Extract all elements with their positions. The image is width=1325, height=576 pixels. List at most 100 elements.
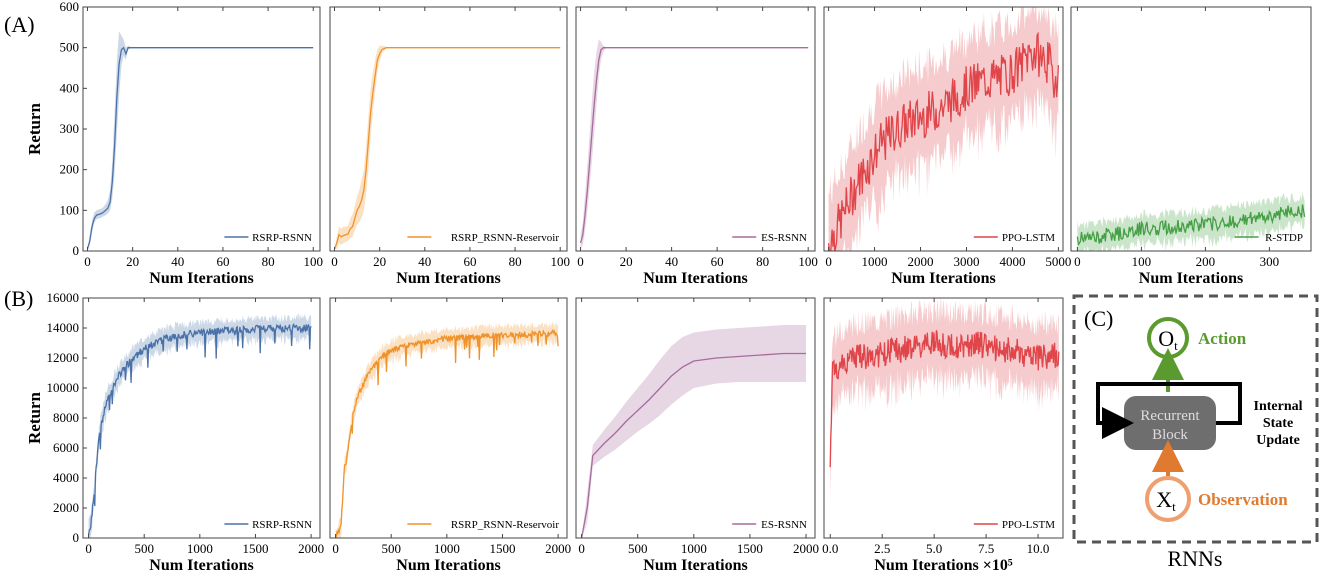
panel-label-b: (B) xyxy=(4,286,33,311)
y-tick-label-b1: 4000 xyxy=(53,470,79,485)
x-axis-label-b2: Num Iterations xyxy=(396,557,500,574)
x-tick-label-b2: 500 xyxy=(381,541,401,556)
chart-b4: 0.0 2.5 5.0 7.5 10.0 Num Iterations ×10⁵ PPO-L… xyxy=(822,297,1064,574)
x-tick-label-a5: 300 xyxy=(1260,254,1280,269)
axes-frame-b3 xyxy=(575,297,816,539)
series-band-b1 xyxy=(88,313,312,538)
x-tick-label-b4: 2.5 xyxy=(874,541,890,556)
x-tick-label-b2: 0 xyxy=(332,541,339,556)
x-tick-label-a4: 3000 xyxy=(953,254,979,269)
x-tick-label-a2: 20 xyxy=(373,254,386,269)
plot-area-a3 xyxy=(579,39,809,249)
x-tick-label-a2: 0 xyxy=(331,254,338,269)
legend-label-b4: PPO-LSTM xyxy=(1002,519,1055,531)
chart-a3: 0 20 40 60 80 100 Num Iterations ES-RSNN xyxy=(575,6,818,287)
legend-label-b3: ES-RSNN xyxy=(761,519,807,531)
x-axis-label-a1: Num Iterations xyxy=(149,270,253,287)
recurrent-block-label-1: Recurrent xyxy=(1140,408,1200,424)
x-axis-label-a4: Num Iterations xyxy=(891,270,995,287)
axes-frame-a4 xyxy=(823,6,1064,252)
observation-label: Observation xyxy=(1198,490,1288,509)
legend-label-a4: PPO-LSTM xyxy=(1002,232,1055,244)
x-tick-label-a3: 20 xyxy=(620,254,633,269)
x-tick-label-b2: 1500 xyxy=(489,541,515,556)
input-node-label: Xt xyxy=(1156,487,1176,514)
x-tick-label-b3: 0 xyxy=(578,541,585,556)
y-tick-label-b1: 0 xyxy=(73,530,80,545)
series-band-b2 xyxy=(335,320,559,538)
rnn-caption: RNNs xyxy=(1167,546,1222,571)
x-axis-label-a2: Num Iterations xyxy=(396,270,500,287)
plot-area-b2 xyxy=(335,320,559,538)
series-band-b3 xyxy=(581,325,806,538)
x-axis-label-a3: Num Iterations xyxy=(643,270,747,287)
x-tick-label-a4: 4000 xyxy=(999,254,1025,269)
x-tick-label-b2: 1000 xyxy=(434,541,460,556)
y-tick-label-b1: 16000 xyxy=(47,290,80,305)
plot-area-a1 xyxy=(86,31,314,250)
x-tick-label-a3: 60 xyxy=(711,254,724,269)
chart-a5: 0 100 200 300 Num Iterations R-STDP xyxy=(1070,6,1312,287)
y-tick-label-a1: 0 xyxy=(73,243,80,258)
x-tick-label-a1: 60 xyxy=(216,254,229,269)
series-band-a3 xyxy=(580,39,809,249)
x-tick-label-a1: 0 xyxy=(84,254,91,269)
x-tick-label-a2: 60 xyxy=(463,254,476,269)
chart-a2: 0 20 40 60 80 100 Num Iterations RSRP_RSNN-Rese… xyxy=(329,6,570,287)
y-tick-label-a1: 300 xyxy=(60,121,80,136)
x-tick-label-b1: 1000 xyxy=(187,541,213,556)
x-tick-label-b4: 10.0 xyxy=(1027,541,1050,556)
x-tick-label-b3: 500 xyxy=(628,541,648,556)
y-tick-label-a1: 400 xyxy=(60,80,80,95)
plot-area-a2 xyxy=(333,45,561,250)
internal-label-1: Internal xyxy=(1254,399,1303,414)
x-tick-label-a4: 5000 xyxy=(1045,254,1071,269)
recurrent-block-label-2: Block xyxy=(1152,427,1188,443)
x-tick-label-b4: 7.5 xyxy=(978,541,994,556)
input-node xyxy=(1145,476,1191,522)
series-line-a5 xyxy=(1076,204,1306,247)
y-axis-label-a1: Return xyxy=(25,102,44,154)
x-tick-label-b1: 2000 xyxy=(298,541,324,556)
x-tick-label-a2: 40 xyxy=(418,254,431,269)
rnn-diagram: (C) Ot Action Recurrent Block Internal S… xyxy=(1072,294,1319,571)
y-tick-label-a1: 500 xyxy=(60,40,80,55)
plot-area-a4 xyxy=(827,7,1060,251)
x-tick-label-a1: 100 xyxy=(303,254,323,269)
x-tick-label-a4: 2000 xyxy=(908,254,934,269)
axes-frame-a2 xyxy=(329,6,568,252)
panel-label-c: (C) xyxy=(1084,306,1113,331)
x-axis-label-a5: Num Iterations xyxy=(1139,270,1243,287)
x-tick-label-b1: 1500 xyxy=(242,541,268,556)
legend-label-a1: RSRP-RSNN xyxy=(252,232,312,244)
y-tick-label-b1: 12000 xyxy=(47,350,80,365)
x-axis-label-b1: Num Iterations xyxy=(149,557,253,574)
plot-area-b1 xyxy=(87,313,312,538)
x-tick-label-b1: 0 xyxy=(85,541,92,556)
y-tick-label-b1: 8000 xyxy=(53,410,79,425)
legend-label-a2: RSRP_RSNN-Reservoir xyxy=(451,232,560,244)
chart-a1: 0 20 40 60 80 100 0 100 200 300 400 500 600 Num Itera… xyxy=(25,0,323,287)
x-tick-label-a4: 1000 xyxy=(862,254,888,269)
series-line-a1 xyxy=(86,46,314,250)
y-axis-label-b1: Return xyxy=(25,391,44,443)
x-tick-label-a3: 100 xyxy=(798,254,818,269)
series-line-b4 xyxy=(829,330,1060,468)
x-tick-label-a1: 20 xyxy=(126,254,139,269)
y-tick-label-a1: 600 xyxy=(60,0,80,14)
x-axis-label-b3: Num Iterations xyxy=(643,557,747,574)
x-tick-label-b3: 2000 xyxy=(793,541,819,556)
x-tick-label-b3: 1000 xyxy=(681,541,707,556)
y-tick-label-b1: 14000 xyxy=(47,320,80,335)
series-band-b4 xyxy=(830,298,1059,499)
legend-label-b2: RSRP_RSNN-Reservoir xyxy=(451,519,560,531)
diagram-frame xyxy=(1072,294,1319,544)
legend-label-b1: RSRP-RSNN xyxy=(252,519,312,531)
axes-frame-b2 xyxy=(329,297,568,539)
x-axis-label-b4: Num Iterations ×10⁵ xyxy=(874,557,1013,574)
x-tick-label-a2: 80 xyxy=(509,254,522,269)
x-tick-label-a3: 80 xyxy=(756,254,769,269)
y-tick-label-a1: 200 xyxy=(60,162,80,177)
